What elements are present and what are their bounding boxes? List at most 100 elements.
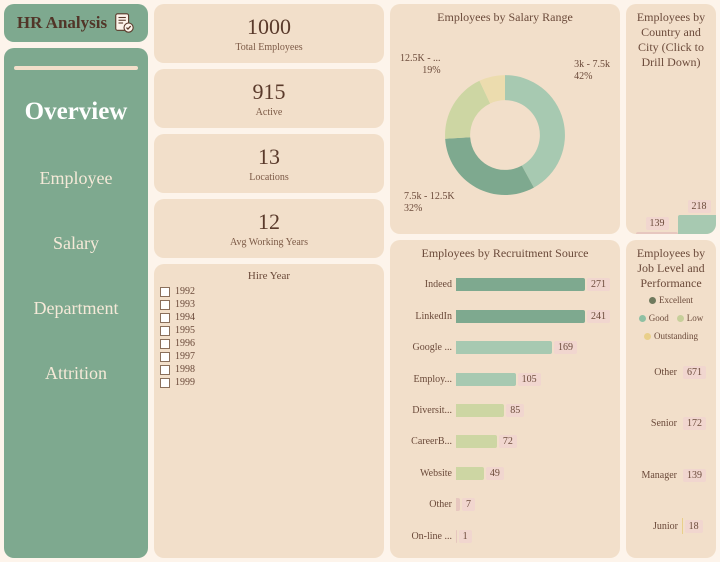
bar-label: Diversit...	[400, 405, 452, 416]
hire-year-option[interactable]: 1994	[160, 312, 378, 323]
country-bar[interactable]: 218China	[678, 200, 716, 234]
donut-label-b: 7.5k - 12.5K32%	[404, 191, 455, 214]
hire-year-label: 1998	[175, 364, 195, 375]
perf-bar-row[interactable]: Other671	[636, 365, 706, 381]
donut-label-c: 12.5K - ...19%	[400, 53, 441, 76]
brand-title: HR Analysis	[17, 13, 107, 33]
perf-bar-row[interactable]: Manager 139	[636, 467, 706, 483]
perf-bar-row[interactable]: Junior 18	[636, 518, 706, 534]
legend-dot	[644, 333, 651, 340]
nav-item-salary[interactable]: Salary	[4, 211, 148, 276]
country-bars-chart[interactable]: 139Brazil218China643United States	[632, 74, 710, 234]
hire-year-option[interactable]: 1996	[160, 338, 378, 349]
performance-bars-chart[interactable]: Other671 Senior 172 Manager 139 Junior 18	[632, 345, 710, 554]
bar-value: 85	[506, 404, 524, 417]
hire-year-label: 1993	[175, 299, 195, 310]
bar-rect	[456, 530, 457, 543]
nav-divider	[14, 66, 138, 70]
performance-legend: Excellent Good Low Outstanding	[632, 295, 710, 341]
bar-value: 169	[554, 341, 577, 354]
bar-value: 172	[683, 417, 706, 430]
bar-value: 241	[587, 310, 610, 323]
checkbox-icon	[160, 352, 170, 362]
hire-year-option[interactable]: 1992	[160, 286, 378, 297]
bar-label: Junior	[636, 521, 678, 532]
donut-label-a: 3k - 7.5k42%	[574, 59, 610, 82]
checkbox-icon	[160, 287, 170, 297]
bar-value: 18	[685, 520, 703, 533]
hire-year-label: 1996	[175, 338, 195, 349]
checkbox-icon	[160, 339, 170, 349]
bar-value: 72	[499, 435, 517, 448]
recruit-bar-row[interactable]: Employ... 105	[400, 373, 610, 386]
legend-dot	[639, 315, 646, 322]
hire-year-label: 1994	[175, 312, 195, 323]
kpi-value: 915	[156, 79, 382, 105]
bar-value: 105	[518, 373, 541, 386]
bar-label: Employ...	[400, 374, 452, 385]
recruit-bar-row[interactable]: CareerB...72	[400, 435, 610, 448]
checkbox-icon	[160, 326, 170, 336]
hire-year-label: 1999	[175, 377, 195, 388]
bar-rect	[456, 278, 585, 291]
country-bar[interactable]: 139Brazil	[636, 217, 678, 234]
kpi-card: 1000Total Employees	[154, 4, 384, 63]
hire-year-filter: Hire Year 1992 1993 1994 1995 1996 1997 1998 19…	[154, 264, 384, 558]
bar-label: Manager	[636, 470, 677, 481]
nav-item-attrition[interactable]: Attrition	[4, 341, 148, 406]
legend-item: Excellent	[649, 295, 693, 305]
bar-value: 1	[459, 530, 472, 543]
perf-bar-row[interactable]: Senior 172	[636, 416, 706, 432]
hire-year-option[interactable]: 1997	[160, 351, 378, 362]
recruit-bar-row[interactable]: On-line ...1	[400, 530, 610, 543]
recruit-bar-row[interactable]: Diversit... 85	[400, 404, 610, 417]
bar-label: Senior	[636, 418, 677, 429]
kpi-label: Locations	[156, 172, 382, 183]
nav-item-overview[interactable]: Overview	[4, 82, 148, 146]
hire-year-label: 1995	[175, 325, 195, 336]
sidebar-nav: OverviewEmployeeSalaryDepartmentAttritio…	[4, 48, 148, 558]
performance-title: Employees by Job Level and Performance	[632, 246, 710, 291]
recruit-bar-row[interactable]: Google ... 169	[400, 341, 610, 354]
kpi-value: 12	[156, 209, 382, 235]
hire-year-label: 1997	[175, 351, 195, 362]
bar-value: 49	[486, 467, 504, 480]
recruitment-title: Employees by Recruitment Source	[396, 246, 614, 261]
bar-label: Google ...	[400, 342, 452, 353]
bar-value: 218	[688, 200, 711, 213]
legend-item: Low	[677, 313, 704, 323]
bar-value: 671	[683, 366, 706, 379]
nav-item-department[interactable]: Department	[4, 276, 148, 341]
country-title: Employees by Country and City (Click to …	[632, 10, 710, 70]
bar-rect	[678, 215, 716, 234]
legend-item: Outstanding	[644, 331, 698, 341]
bar-rect	[456, 467, 484, 480]
recruit-bar-row[interactable]: Indeed271	[400, 278, 610, 291]
legend-item: Good	[639, 313, 669, 323]
checkbox-icon	[160, 313, 170, 323]
salary-donut-chart[interactable]: 3k - 7.5k42% 7.5k - 12.5K32% 12.5K - ...…	[396, 29, 614, 230]
performance-card: Employees by Job Level and Performance E…	[626, 240, 716, 558]
donut-slice[interactable]	[445, 137, 534, 195]
hire-year-option[interactable]: 1998	[160, 364, 378, 375]
recruit-bar-row[interactable]: LinkedIn241	[400, 310, 610, 323]
hire-year-option[interactable]: 1993	[160, 299, 378, 310]
donut-slice[interactable]	[445, 81, 490, 139]
kpi-label: Active	[156, 107, 382, 118]
bar-value: 271	[587, 278, 610, 291]
hire-year-title: Hire Year	[160, 270, 378, 282]
salary-range-title: Employees by Salary Range	[396, 10, 614, 25]
recruit-bar-row[interactable]: Other7	[400, 498, 610, 511]
bar-label: Other	[400, 499, 452, 510]
recruitment-bars-chart[interactable]: Indeed271 LinkedIn241 Google ... 169 Employ.…	[396, 265, 614, 554]
hire-year-option[interactable]: 1995	[160, 325, 378, 336]
bar-rect	[636, 232, 678, 234]
country-card: Employees by Country and City (Click to …	[626, 4, 716, 234]
bar-value: 139	[683, 469, 706, 482]
bar-rect	[456, 404, 504, 417]
recruit-bar-row[interactable]: Website 49	[400, 467, 610, 480]
nav-item-employee[interactable]: Employee	[4, 146, 148, 211]
bar-label: Website	[400, 468, 452, 479]
kpi-value: 1000	[156, 14, 382, 40]
hire-year-option[interactable]: 1999	[160, 377, 378, 388]
